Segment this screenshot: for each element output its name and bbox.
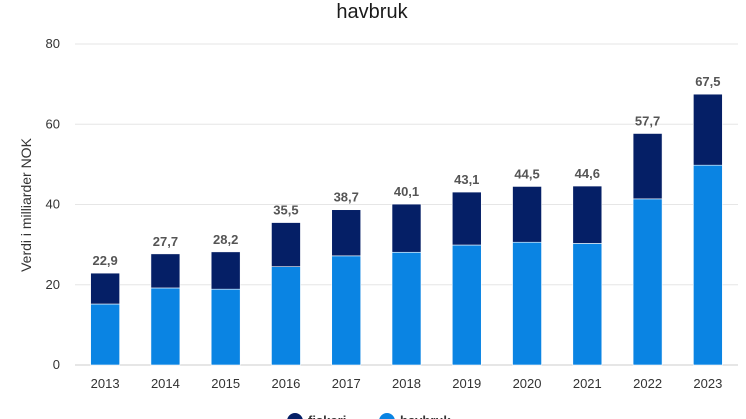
x-tick-label: 2015 bbox=[211, 376, 240, 391]
bar-fiskeri-2017[interactable] bbox=[331, 209, 362, 257]
legend-label: fiskeri bbox=[308, 413, 346, 419]
total-label-2023: 67,5 bbox=[695, 74, 720, 89]
bar-havbruk-2022[interactable] bbox=[632, 198, 663, 366]
bar-havbruk-2019[interactable] bbox=[451, 244, 482, 366]
legend-marker bbox=[287, 413, 303, 419]
bar-fiskeri-2021[interactable] bbox=[572, 185, 603, 244]
legend-item-fiskeri[interactable]: fiskeri bbox=[287, 413, 346, 419]
bar-fiskeri-2019[interactable] bbox=[451, 191, 482, 246]
x-tick-label: 2020 bbox=[513, 376, 542, 391]
total-label-2022: 57,7 bbox=[635, 113, 660, 128]
x-tick-label: 2018 bbox=[392, 376, 421, 391]
bar-fiskeri-2022[interactable] bbox=[632, 133, 663, 200]
bar-fiskeri-2020[interactable] bbox=[512, 186, 542, 243]
x-tick-label: 2023 bbox=[693, 376, 722, 391]
bar-havbruk-2021[interactable] bbox=[572, 243, 603, 366]
bar-havbruk-2014[interactable] bbox=[150, 287, 181, 366]
total-labels: 22,9 27,7 28,2 35,5 38,7 40,1 43,1 44,5 44,6 57,7… bbox=[92, 74, 720, 268]
total-label-2019: 43,1 bbox=[454, 172, 479, 187]
bar-havbruk-2023[interactable] bbox=[693, 164, 723, 366]
bar-fiskeri-2023[interactable] bbox=[693, 93, 723, 166]
bar-havbruk-2013[interactable] bbox=[90, 303, 120, 366]
legend-marker bbox=[379, 413, 395, 419]
bar-havbruk-2018[interactable] bbox=[391, 251, 422, 366]
x-tick-label: 2014 bbox=[151, 376, 180, 391]
total-label-2021: 44,6 bbox=[575, 166, 600, 181]
y-tick-label: 20 bbox=[46, 277, 60, 292]
bar-havbruk-2020[interactable] bbox=[512, 241, 542, 366]
x-axis-ticks: 2013 2014 2015 2016 2017 2018 2019 2020 2021 2022… bbox=[91, 376, 723, 391]
total-label-2017: 38,7 bbox=[334, 190, 359, 205]
bar-havbruk-2017[interactable] bbox=[331, 255, 362, 366]
total-label-2015: 28,2 bbox=[213, 232, 238, 247]
bar-fiskeri-2013[interactable] bbox=[90, 272, 120, 305]
y-axis-ticks: 0 20 40 60 80 bbox=[46, 36, 60, 372]
bars bbox=[90, 93, 723, 366]
x-tick-label: 2021 bbox=[573, 376, 602, 391]
x-tick-label: 2016 bbox=[271, 376, 300, 391]
total-label-2020: 44,5 bbox=[514, 166, 539, 181]
y-tick-label: 0 bbox=[53, 357, 60, 372]
total-label-2018: 40,1 bbox=[394, 184, 419, 199]
y-tick-label: 60 bbox=[46, 116, 60, 131]
bar-fiskeri-2014[interactable] bbox=[150, 253, 181, 289]
legend-item-havbruk[interactable]: havbruk bbox=[379, 413, 451, 419]
x-tick-label: 2022 bbox=[633, 376, 662, 391]
y-axis-label: Verdi i milliarder NOK bbox=[18, 137, 34, 271]
total-label-2016: 35,5 bbox=[273, 203, 298, 218]
chart-title: havbruk bbox=[336, 1, 408, 23]
x-tick-label: 2019 bbox=[452, 376, 481, 391]
y-tick-label: 80 bbox=[46, 36, 60, 51]
total-label-2014: 27,7 bbox=[153, 234, 178, 249]
bar-havbruk-2016[interactable] bbox=[271, 266, 301, 366]
x-tick-label: 2013 bbox=[91, 376, 120, 391]
bar-havbruk-2015[interactable] bbox=[210, 288, 241, 366]
legend-label: havbruk bbox=[400, 413, 451, 419]
x-tick-label: 2017 bbox=[332, 376, 361, 391]
bar-fiskeri-2016[interactable] bbox=[271, 222, 301, 267]
total-label-2013: 22,9 bbox=[92, 253, 117, 268]
bar-fiskeri-2015[interactable] bbox=[210, 251, 241, 290]
y-tick-label: 40 bbox=[46, 197, 60, 212]
legend[interactable]: fiskeri havbruk bbox=[287, 413, 451, 419]
bar-fiskeri-2018[interactable] bbox=[391, 203, 422, 253]
